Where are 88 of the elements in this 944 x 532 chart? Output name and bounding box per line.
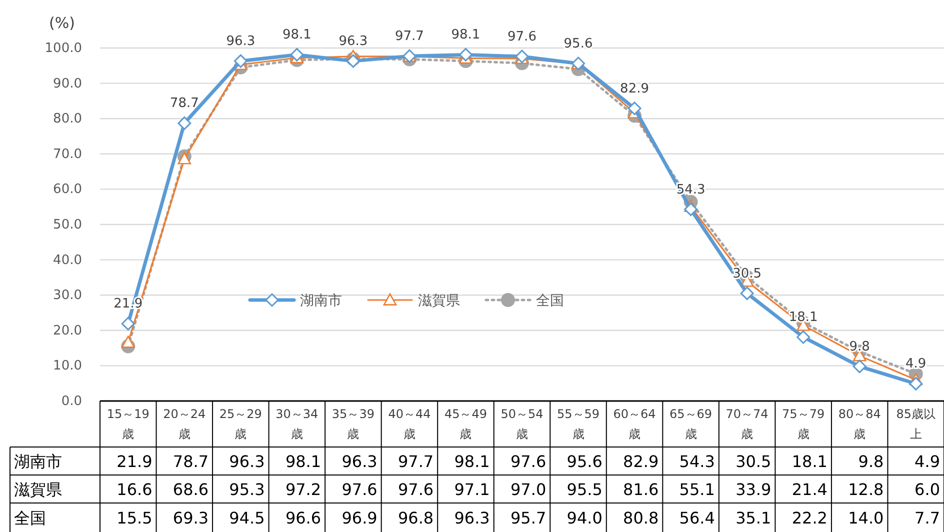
text: 97.7 (394, 29, 424, 44)
y-tick-label: 50.0 (53, 218, 82, 232)
data-label: 97.1 (454, 480, 490, 499)
x-tick-label: 75～79歳 (782, 407, 825, 441)
text: 全国 (14, 508, 46, 528)
y-tick-label: 40.0 (53, 252, 82, 268)
data-label: 78.7 (172, 452, 209, 471)
x-tick-label: 25～29歳 (219, 407, 262, 441)
data-label: 98.1 (454, 452, 490, 471)
data-label: 69.3 (172, 508, 209, 528)
y-tick-label: 100.0 (44, 41, 82, 56)
data-label: 21.9 (116, 452, 152, 471)
data-label: 81.6 (623, 480, 659, 499)
legend-label: 湖南市 (300, 293, 342, 309)
data-label: 97.6 (342, 480, 378, 499)
legend-label: 全国 (536, 293, 564, 309)
data-label: 97.6 (398, 480, 434, 499)
data-label: 95.6 (566, 452, 602, 471)
data-label: 94.5 (229, 508, 265, 528)
data-label: 98.1 (285, 452, 322, 471)
x-tick-label: 30～34歳 (276, 407, 318, 441)
data-label: 12.8 (848, 480, 884, 499)
data-label: 33.9 (736, 480, 772, 499)
text: 78.7 (170, 96, 199, 112)
y-tick-label: 10.0 (53, 358, 82, 374)
x-tick-label: 50～54歳 (500, 407, 544, 441)
y-tick-label: 30.0 (53, 288, 82, 304)
y-tick-label: 60.0 (53, 182, 82, 198)
data-label: 97.2 (285, 480, 322, 499)
data-label: 96.3 (229, 452, 265, 471)
text: 97.6 (508, 29, 536, 44)
data-label: 95.3 (229, 480, 265, 499)
x-tick-label: 85歳以上 (896, 407, 936, 441)
data-label: 95.7 (510, 508, 546, 528)
data-label: 21.4 (792, 480, 828, 499)
x-tick-label: 15～19歳 (106, 407, 150, 441)
x-tick-label: 40～44歳 (388, 407, 431, 441)
data-label: 14.0 (848, 508, 884, 528)
data-label: 96.9 (342, 508, 378, 528)
x-tick-label: 80～84歳 (838, 407, 881, 441)
data-label: 95.5 (566, 480, 602, 499)
data-label: 96.3 (342, 452, 378, 471)
data-label: 4.9 (914, 452, 940, 471)
x-tick-label: 45～49歳 (444, 407, 488, 441)
data-label: 94.0 (566, 508, 602, 528)
data-label: 16.6 (116, 480, 152, 499)
x-tick-label: 60～64歳 (613, 407, 656, 441)
text: 滋賀県 (14, 480, 62, 499)
data-label: 96.3 (454, 508, 490, 528)
data-label: 54.3 (679, 452, 715, 471)
text: 湖南市 (14, 452, 62, 471)
data-label: 68.6 (172, 480, 209, 499)
data-label: 22.2 (792, 508, 828, 528)
data-label: 96.6 (285, 508, 322, 528)
data-label: 56.4 (679, 508, 715, 528)
text: 4.9 (906, 356, 926, 372)
data-label: 97.6 (510, 452, 546, 471)
data-label: 9.8 (858, 452, 884, 471)
data-label: 30.5 (736, 452, 772, 471)
y-tick-label: 0.0 (61, 394, 82, 409)
x-tick-label: 65～69歳 (670, 407, 712, 441)
data-label: 80.8 (623, 508, 659, 528)
y-tick-label: 80.0 (53, 112, 82, 127)
y-tick-label: 90.0 (53, 76, 82, 92)
data-label: 35.1 (736, 508, 772, 528)
text: 96.3 (226, 34, 256, 50)
x-tick-label: 70～74歳 (726, 407, 768, 441)
text: 82.9 (620, 81, 650, 96)
y-tick-label: 20.0 (53, 323, 82, 338)
x-tick-label: 55～59歳 (556, 407, 600, 441)
data-label: 18.1 (792, 452, 828, 471)
data-label: 15.5 (116, 508, 152, 528)
data-label: 97.0 (510, 480, 546, 499)
data-label: 55.1 (679, 480, 715, 499)
legend-label: 滋賀県 (418, 293, 460, 309)
y-axis-title: (%) (49, 14, 75, 32)
x-tick-label: 35～39歳 (332, 407, 374, 441)
x-tick-label: 20～24歳 (163, 407, 206, 441)
text: 95.6 (564, 36, 593, 52)
data-label: 82.9 (623, 452, 659, 471)
y-tick-label: 70.0 (53, 146, 82, 162)
data-label: 96.8 (398, 508, 434, 528)
data-label: 7.7 (914, 508, 940, 528)
text: 96.3 (338, 34, 368, 50)
text: 98.1 (451, 28, 480, 43)
text: 98.1 (282, 28, 312, 43)
data-label: 97.7 (398, 452, 434, 471)
data-label: 6.0 (914, 480, 940, 499)
